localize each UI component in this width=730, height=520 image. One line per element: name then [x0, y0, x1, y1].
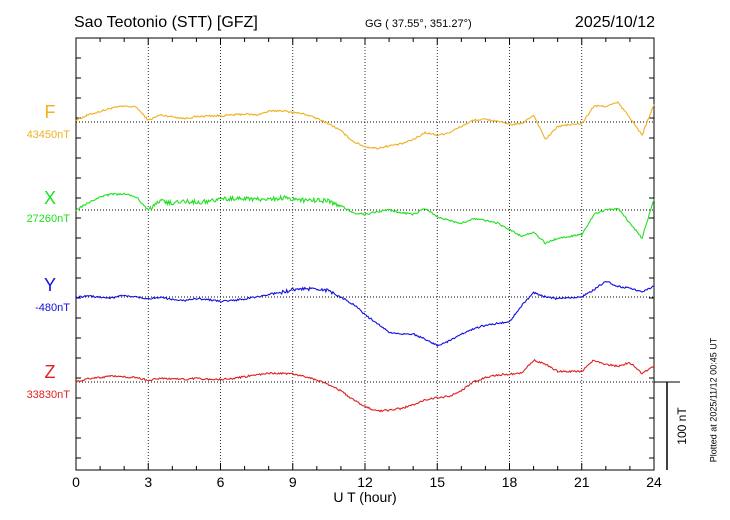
series-baseline-value-x: 27260nT [27, 213, 71, 225]
series-labels: F 43450nT X 27260nT Y -480nT Z 33830nT [27, 102, 71, 401]
x-tick-label: 15 [429, 474, 445, 490]
x-tick-label: 12 [357, 474, 373, 490]
x-tick-label: 0 [72, 474, 80, 490]
x-tick-label: 21 [574, 474, 590, 490]
series-line-x [75, 192, 655, 245]
series-name-y: Y [44, 275, 56, 295]
x-tick-label: 3 [144, 474, 152, 490]
x-axis-label: U T (hour) [333, 489, 396, 505]
plot-date: 2025/10/12 [575, 14, 655, 31]
series-name-z: Z [45, 362, 56, 382]
station-title: Sao Teotonio (STT) [GFZ] [74, 14, 258, 31]
series-baseline-value-f: 43450nT [27, 129, 71, 141]
series-line-z [75, 358, 655, 413]
header: Sao Teotonio (STT) [GFZ] GG ( 37.55°, 35… [74, 14, 655, 31]
scale-bar: 100 nT [654, 381, 689, 470]
series-layer [75, 101, 655, 413]
minor-ticks [75, 38, 655, 470]
scale-bar-label: 100 nT [675, 407, 689, 445]
grid [147, 38, 583, 470]
series-line-y [75, 281, 655, 347]
baselines [76, 121, 654, 383]
series-name-f: F [45, 102, 56, 122]
plotted-timestamp: Plotted at 2025/11/12 00:45 UT [708, 337, 718, 462]
x-tick-label: 6 [217, 474, 225, 490]
x-tick-label: 9 [289, 474, 297, 490]
x-tick-label: 24 [646, 474, 662, 490]
x-tick-label: 18 [502, 474, 518, 490]
series-line-f [75, 101, 655, 150]
series-baseline-value-z: 33830nT [27, 389, 71, 401]
series-baseline-value-y: -480nT [35, 302, 70, 314]
station-coordinates: GG ( 37.55°, 351.27°) [365, 18, 472, 30]
series-name-x: X [44, 188, 56, 208]
x-tick-labels: 0 3 6 9 12 15 18 21 24 [72, 474, 662, 490]
